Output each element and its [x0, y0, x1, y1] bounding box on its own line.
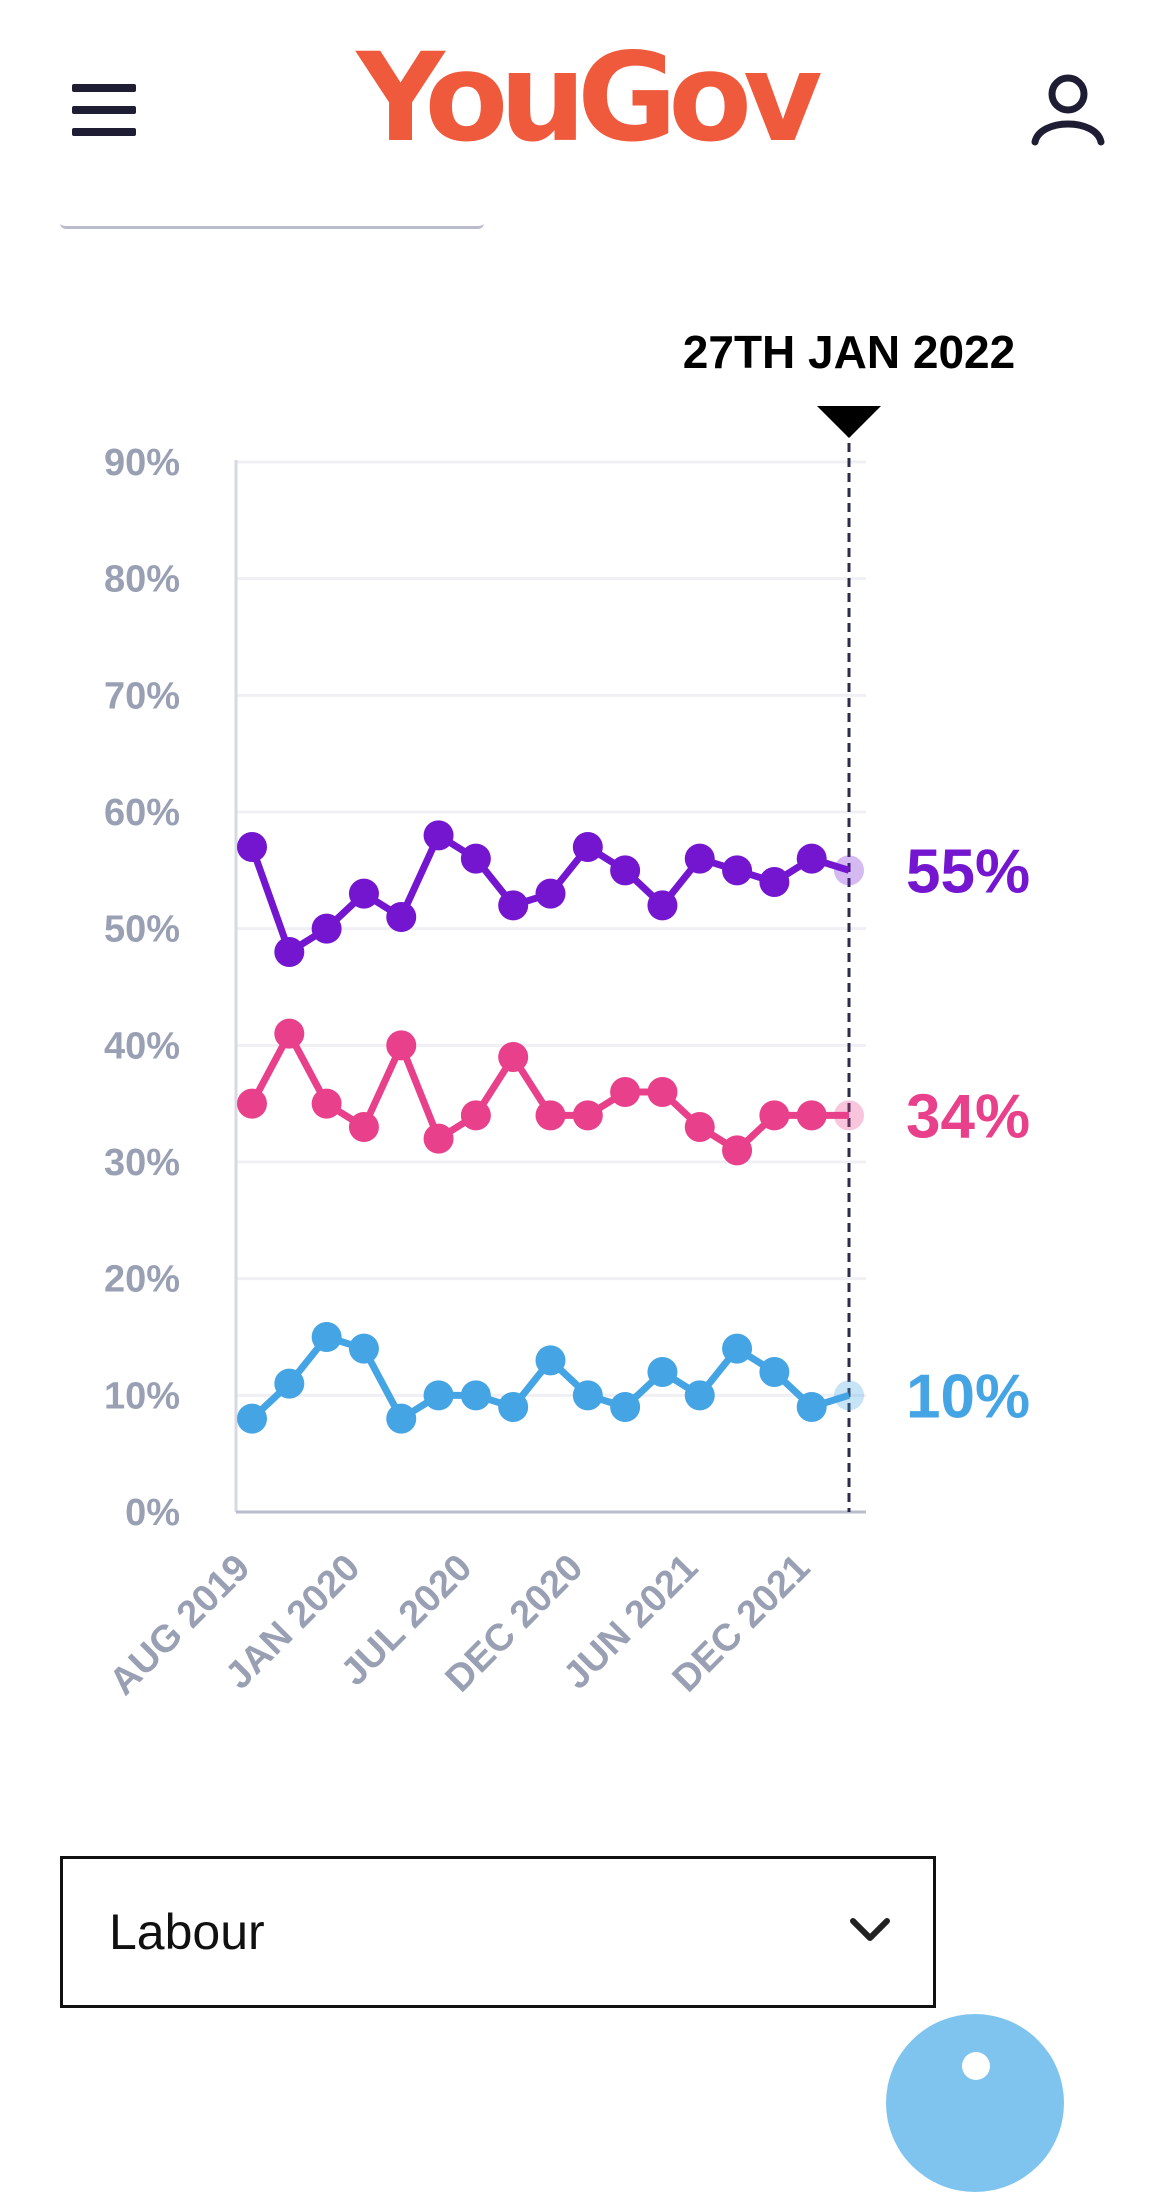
data-point [535, 1345, 566, 1376]
data-point [684, 843, 715, 874]
y-tick-label: 60% [104, 792, 180, 834]
data-point [796, 843, 827, 874]
party-select-value: Labour [109, 1904, 265, 1960]
y-tick-label: 80% [104, 559, 180, 601]
data-point [610, 855, 641, 886]
series-end-point [834, 1100, 864, 1131]
data-point [386, 1403, 417, 1434]
y-tick-label: 70% [104, 675, 180, 717]
y-tick-label: 30% [104, 1142, 180, 1184]
data-point [759, 867, 790, 897]
data-point [759, 1100, 790, 1131]
data-point [498, 1392, 529, 1422]
user-account-icon[interactable] [1030, 72, 1106, 148]
data-point [460, 843, 491, 874]
series-end-point [834, 1380, 864, 1411]
data-point [796, 1392, 827, 1422]
data-point [535, 878, 566, 909]
data-point [460, 1100, 491, 1131]
chevron-down-icon [850, 1918, 890, 1941]
tab-underline-divider [60, 218, 484, 229]
data-point [274, 1018, 305, 1049]
hamburger-menu-icon[interactable] [72, 84, 138, 136]
help-chat-button[interactable] [886, 2014, 1064, 2192]
data-point [348, 878, 379, 909]
data-point [647, 890, 678, 921]
data-point [274, 937, 305, 967]
data-point [348, 1333, 379, 1364]
data-point [572, 1100, 603, 1131]
data-point [237, 832, 267, 862]
data-point [722, 855, 753, 886]
series-line [248, 1030, 849, 1154]
data-point [460, 1380, 491, 1411]
data-point [535, 1100, 566, 1131]
data-point [610, 1077, 641, 1107]
data-point [498, 1042, 529, 1072]
party-select-dropdown[interactable]: Labour [60, 1856, 936, 2008]
data-point [722, 1333, 753, 1364]
data-point [423, 1380, 454, 1411]
data-point [423, 820, 454, 851]
data-point [572, 832, 603, 862]
data-point [423, 1123, 454, 1154]
yougov-logo[interactable]: YouGov [356, 27, 822, 169]
y-tick-label: 0% [125, 1492, 180, 1534]
series-end-label: 34% [906, 1082, 1030, 1151]
y-tick-label: 20% [104, 1259, 180, 1301]
date-marker-triangle-icon [817, 406, 881, 438]
data-point [647, 1077, 678, 1107]
data-point [759, 1357, 790, 1387]
data-point [684, 1380, 715, 1411]
data-point [647, 1357, 678, 1387]
help-chat-icon [962, 2052, 990, 2080]
data-point [610, 1392, 641, 1422]
data-point [311, 1088, 342, 1119]
data-point [684, 1112, 715, 1142]
data-point [311, 1322, 342, 1352]
y-tick-label: 10% [104, 1375, 180, 1417]
date-marker-label: 27TH JAN 2022 [683, 326, 1015, 378]
y-tick-label: 90% [104, 442, 180, 484]
data-point [311, 913, 342, 944]
data-point [237, 1088, 267, 1119]
series-end-label: 10% [906, 1362, 1030, 1431]
data-point [498, 890, 529, 921]
data-point [796, 1100, 827, 1131]
tracker-line-chart: 0%10%20%30%40%50%60%70%80%90%AUG 2019JAN… [102, 326, 1030, 1703]
series-end-point [834, 855, 864, 886]
data-point [274, 1368, 305, 1399]
app-header: YouGov [0, 0, 1170, 210]
data-point [348, 1112, 379, 1142]
y-tick-label: 40% [104, 1025, 180, 1067]
data-point [237, 1403, 267, 1434]
y-tick-label: 50% [104, 909, 180, 951]
series-end-label: 55% [906, 837, 1030, 906]
data-point [722, 1135, 753, 1166]
data-point [572, 1380, 603, 1411]
data-point [386, 1030, 417, 1061]
data-point [386, 902, 417, 932]
